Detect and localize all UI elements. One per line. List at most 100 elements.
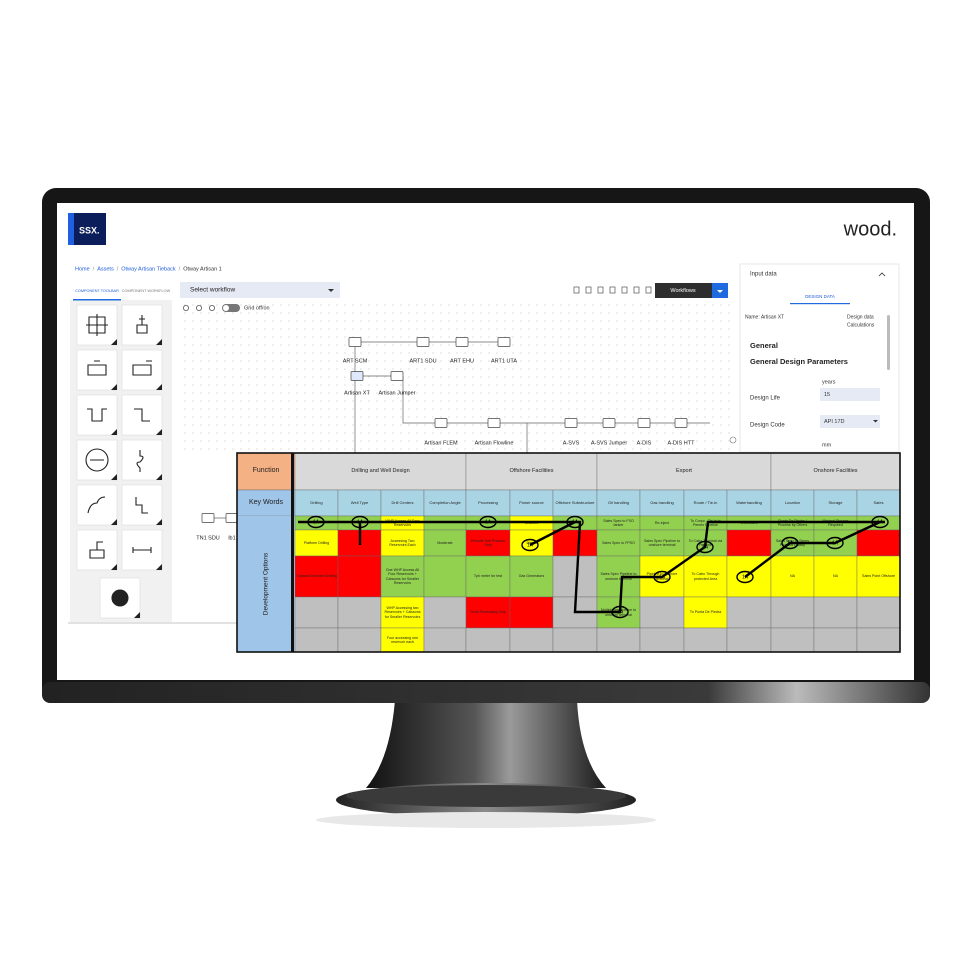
component-icon xyxy=(132,547,152,553)
keyword: Well Type xyxy=(350,499,369,505)
scrollbar xyxy=(887,315,890,370)
option-cell: Moderate xyxy=(437,540,453,545)
option-cell: Semi-Processing Only xyxy=(470,610,506,615)
toggle-knob xyxy=(223,305,229,311)
function-label-box: Function xyxy=(253,467,280,474)
marker-label: 1A xyxy=(527,542,534,548)
keyword: Offshore Substructure xyxy=(555,499,595,505)
option-cell-bg xyxy=(856,596,901,629)
collapse-chevron[interactable] xyxy=(878,272,886,277)
matrix-divider xyxy=(291,453,294,652)
icon-open[interactable] xyxy=(609,286,616,294)
panel-link[interactable]: Calculations xyxy=(847,322,875,328)
component-icon xyxy=(136,450,144,472)
group-header-box: Export xyxy=(676,468,692,474)
option-cell-bg xyxy=(856,627,901,653)
design-code-select[interactable] xyxy=(820,415,880,428)
path-marker xyxy=(653,570,671,584)
option-cell-bg xyxy=(813,627,858,653)
workflows-button[interactable] xyxy=(655,283,712,298)
node-icon[interactable] xyxy=(637,418,651,428)
option-cell-bg xyxy=(294,596,339,629)
tab-indicator xyxy=(73,299,121,301)
option-cell-box: Diesel xyxy=(526,540,537,545)
node-icon[interactable] xyxy=(497,337,511,347)
icon-link[interactable] xyxy=(645,286,652,294)
zoom-fit[interactable] xyxy=(208,304,215,311)
tile-corner xyxy=(111,384,117,390)
option-cell: Sales Spec to FPSO xyxy=(602,540,635,545)
option-cell-bg xyxy=(813,555,858,598)
item-name: Name: Artisan XT xyxy=(745,314,784,320)
icon-export[interactable] xyxy=(621,286,628,294)
tile-corner xyxy=(156,339,162,345)
keyword: Waterhandling xyxy=(736,499,762,505)
node-label: Artisan Flowline xyxy=(475,440,514,446)
option-cell-bg xyxy=(380,596,425,629)
keyword-box: Processing xyxy=(478,500,498,505)
component-icon xyxy=(87,496,106,514)
node-icon[interactable] xyxy=(201,513,215,523)
option-cell: Diesel xyxy=(526,540,537,545)
node-icon[interactable] xyxy=(674,418,688,428)
keyword-bg xyxy=(552,489,598,517)
node-icon[interactable] xyxy=(348,337,362,347)
option-cell-bg xyxy=(423,529,467,557)
breadcrumb-item[interactable]: Home xyxy=(75,266,90,272)
marker-label: 1A xyxy=(313,519,320,525)
icon-copy[interactable] xyxy=(585,286,592,294)
tab[interactable]: COMPONENT TOOLBAR xyxy=(75,289,119,293)
component-tile[interactable] xyxy=(76,394,118,436)
component-icon xyxy=(134,408,150,422)
marker-label: 1A xyxy=(702,544,709,550)
node-icon[interactable] xyxy=(602,418,616,428)
node-icon[interactable] xyxy=(434,418,448,428)
option-cell: Sales Spec Pipeline to onshore terminal xyxy=(600,572,637,581)
node-icon[interactable] xyxy=(487,418,501,428)
option-cell-bg xyxy=(639,627,685,653)
option-cell-bg xyxy=(770,627,815,653)
component-tile[interactable] xyxy=(121,349,163,391)
option-cell-bg xyxy=(294,555,339,598)
marker-label: 1A xyxy=(787,540,794,546)
zoom-in[interactable] xyxy=(182,304,189,311)
component-tile[interactable] xyxy=(76,484,118,526)
node-icon[interactable] xyxy=(455,337,469,347)
keyword: Power source xyxy=(519,499,544,505)
workflow-select[interactable] xyxy=(180,282,340,298)
breadcrumb-item[interactable]: Otway Artisan Tieback xyxy=(121,266,176,272)
option-cell-bg xyxy=(770,596,815,629)
brand: wood. xyxy=(843,218,897,240)
keyword-bg xyxy=(294,489,339,517)
keyword-bg xyxy=(509,489,554,517)
component-tile[interactable] xyxy=(121,529,163,571)
close-icon[interactable] xyxy=(729,436,737,444)
icon-paste[interactable] xyxy=(597,286,604,294)
panel-tab[interactable]: DESIGN DATA xyxy=(805,294,835,299)
group-header: Drilling and Well Design xyxy=(351,468,410,475)
node-icon[interactable] xyxy=(564,418,578,428)
group-header: Onshore Facilities xyxy=(813,468,858,475)
component-tile[interactable] xyxy=(76,349,118,391)
option-cell-box: Pipeline to onshore terminal xyxy=(647,572,678,580)
option-cell-bg xyxy=(683,627,728,653)
zoom-out[interactable] xyxy=(195,304,202,311)
marker-label: 1A xyxy=(832,540,839,546)
section-title: General xyxy=(750,341,778,350)
icon-save[interactable] xyxy=(633,286,640,294)
caret xyxy=(873,420,878,423)
keyword-box: Oil handling xyxy=(608,500,629,505)
tile-corner xyxy=(156,564,162,570)
tab[interactable]: COMPONENT WORKFLOW xyxy=(122,289,171,293)
option-cell-box: Remote Sub Process Only xyxy=(471,539,505,547)
breadcrumb-item[interactable]: Assets xyxy=(97,266,114,272)
marker-label: 1A xyxy=(357,519,364,525)
option-cell-box: Subsea/Extended Drilling xyxy=(296,574,336,578)
node-icon[interactable] xyxy=(390,371,404,381)
node-icon[interactable] xyxy=(416,337,430,347)
node-icon[interactable] xyxy=(350,371,364,381)
marker-label: 1A xyxy=(742,574,749,580)
panel-link[interactable]: Design data xyxy=(847,314,874,320)
design-life-input[interactable] xyxy=(820,388,880,401)
icon-delete[interactable] xyxy=(573,286,580,294)
